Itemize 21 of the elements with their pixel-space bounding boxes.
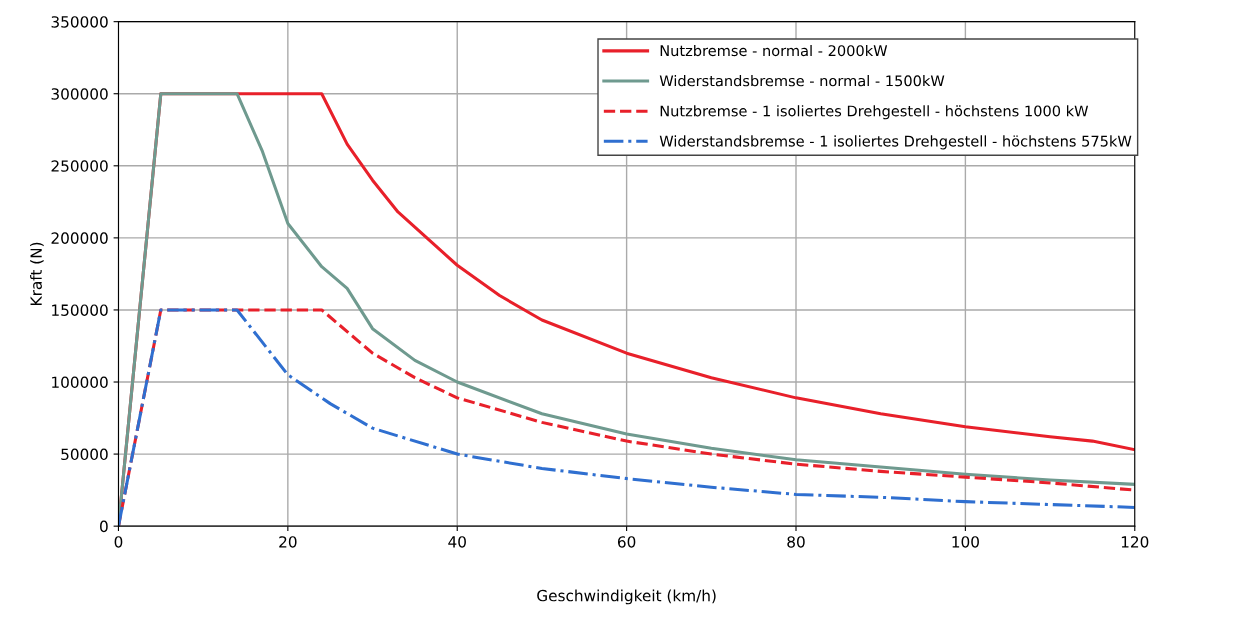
x-tick-label: 100 [952, 536, 979, 548]
x-tick-label: 80 [787, 536, 805, 548]
x-tick-label: 60 [617, 536, 636, 548]
y-tick-label: 150000 [52, 304, 108, 316]
legend-label: Nutzbremse - 1 isoliertes Drehgestell - höchstens 1000 kW [660, 105, 1089, 120]
x-axis-title: Geschwindigkeit (km/h) [537, 589, 716, 605]
legend-label: Nutzbremse - normal - 2000kW [660, 44, 888, 57]
x-tick-label: 0 [114, 536, 123, 548]
legend-label: Widerstandsbremse - normal - 1500kW [659, 75, 945, 87]
y-tick-label: 350000 [51, 16, 108, 28]
y-tick-label: 300000 [51, 88, 108, 100]
y-tick-label: 0 [100, 520, 108, 533]
y-tick-label: 50000 [61, 448, 108, 461]
y-tick-label: 200000 [51, 232, 108, 244]
x-tick-label: 40 [448, 536, 466, 548]
y-axis-title: Kraft (N) [30, 242, 44, 305]
y-tick-label: 250000 [51, 160, 108, 172]
x-tick-label: 20 [279, 536, 297, 548]
y-tick-label: 100000 [52, 376, 108, 389]
x-tick-label: 120 [1121, 536, 1149, 548]
legend-label: Widerstandsbremse - 1 isoliertes Drehgestell - höchstens 575kW [659, 135, 1132, 150]
